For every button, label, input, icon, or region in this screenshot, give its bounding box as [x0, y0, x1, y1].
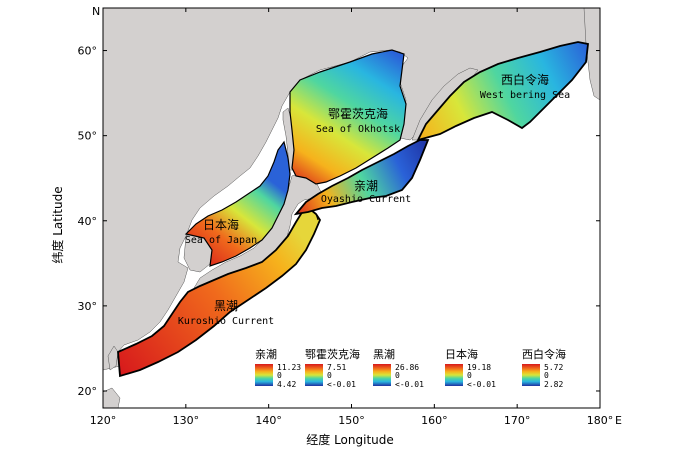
label-kuroshio-en: Kuroshio Current — [178, 316, 274, 327]
y-tick-labels: 60° 50° 40° 30° 20° — [78, 45, 98, 398]
legend-colorbar — [305, 364, 323, 386]
legend-title: 鄂霍茨克海 — [305, 347, 360, 361]
legend-title: 日本海 — [445, 347, 478, 361]
legend-item: 日本海 19.180<-0.01 — [445, 347, 496, 389]
legend-mid: 0 — [467, 371, 472, 380]
legend-mid: 0 — [395, 371, 400, 380]
legend-colorbar — [373, 364, 391, 386]
legend-colorbar — [445, 364, 463, 386]
legend-colorbar — [255, 364, 273, 386]
legend-min: <-0.01 — [395, 380, 424, 389]
legend-min: <-0.01 — [327, 380, 356, 389]
legend-item: 鄂霍茨克海 7.510<-0.01 — [305, 347, 360, 389]
x-tick-labels: 120° 130° 140° 150° 160° 170° 180° — [90, 414, 614, 427]
x-tick-label: 120° — [90, 414, 117, 427]
legend-min: 2.82 — [544, 380, 563, 389]
y-tick-label: 40° — [78, 215, 98, 228]
region-oyashio — [293, 139, 430, 216]
region-west-bering-sea — [416, 41, 589, 142]
legend-min: <-0.01 — [467, 380, 496, 389]
y-tick-label: 50° — [78, 130, 98, 143]
legend-max: 26.86 — [395, 363, 419, 372]
label-bering-en: West bering Sea — [480, 90, 570, 101]
x-tick-label: 130° — [173, 414, 200, 427]
x-tick-label: 140° — [255, 414, 282, 427]
label-oyashio-cn: 亲潮 — [354, 178, 378, 193]
y-tick-label: 20° — [78, 385, 98, 398]
x-axis-title: 经度 Longitude — [306, 432, 394, 447]
x-tick-label: 150° — [338, 414, 365, 427]
region-sea-of-okhotsk — [289, 49, 407, 185]
map-layers — [103, 8, 600, 408]
x-tick-label: 180° — [587, 414, 614, 427]
y-tick-label: 60° — [78, 45, 98, 58]
y-tick-label: 30° — [78, 300, 98, 313]
legend-title: 西白令海 — [522, 347, 566, 361]
legend-max: 7.51 — [327, 363, 346, 372]
region-sea-of-japan — [184, 140, 291, 267]
land-luzon — [103, 387, 121, 408]
kuril-arc — [315, 213, 319, 221]
label-kuroshio-cn: 黑潮 — [214, 298, 238, 313]
label-okhotsk-cn: 鄂霍茨克海 — [328, 106, 388, 121]
east-label: E — [615, 414, 622, 427]
north-label: N — [92, 5, 100, 18]
label-okhotsk-en: Sea of Okhotsk — [316, 124, 400, 135]
land-taiwan — [107, 345, 119, 371]
legend-mid: 0 — [327, 371, 332, 380]
legend-max: 11.23 — [277, 363, 301, 372]
legend-max: 19.18 — [467, 363, 491, 372]
axis-ticks — [102, 8, 601, 408]
x-tick-label: 170° — [504, 414, 531, 427]
legend-colorbar — [522, 364, 540, 386]
legend-group: 亲潮11.2304.42鄂霍茨克海7.510<-0.01黑潮26.860<-0.… — [255, 347, 566, 389]
label-japan-en: Sea of Japan — [185, 235, 257, 246]
legend-title: 亲潮 — [255, 347, 277, 361]
legend-mid: 0 — [277, 371, 282, 380]
legend-max: 5.72 — [544, 363, 563, 372]
y-axis-title: 纬度 Latitude — [50, 186, 65, 263]
label-bering-cn: 西白令海 — [501, 72, 549, 87]
label-oyashio-en: Oyashio Current — [321, 194, 411, 205]
legend-min: 4.42 — [277, 380, 296, 389]
legend-title: 黑潮 — [373, 347, 395, 361]
x-tick-label: 160° — [421, 414, 448, 427]
label-japan-cn: 日本海 — [203, 217, 239, 232]
legend-mid: 0 — [544, 371, 549, 380]
